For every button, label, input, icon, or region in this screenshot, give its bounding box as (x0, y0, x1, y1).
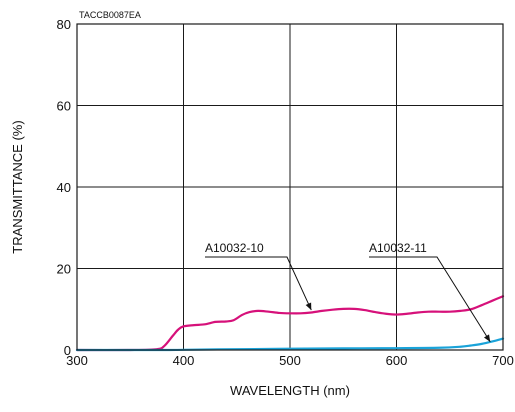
tick-labels: 300 400 500 600 700 0 20 40 60 80 (57, 17, 514, 368)
x-tick-label: 600 (386, 353, 408, 368)
annotation-arrowhead (305, 302, 312, 311)
series-label-a10032-11: A10032-11 (369, 241, 427, 255)
annotations: A10032-10 A10032-11 (205, 241, 491, 343)
series-line-a10032-10 (75, 295, 505, 352)
y-tick-label: 80 (57, 17, 71, 32)
series-label-a10032-10: A10032-10 (205, 241, 264, 255)
x-tick-label: 300 (66, 353, 88, 368)
figure-code-label: TACCB0087EA (79, 10, 141, 20)
y-tick-label: 20 (57, 262, 71, 277)
y-tick-label: 0 (64, 343, 71, 358)
annotation-leader-line (205, 256, 312, 311)
annotation-leader-line (369, 256, 491, 343)
grid (77, 24, 503, 350)
x-tick-label: 500 (279, 353, 301, 368)
y-tick-label: 60 (57, 99, 71, 114)
y-tick-label: 40 (57, 180, 71, 195)
x-tick-label: 400 (173, 353, 195, 368)
y-axis-title: TRANSMITTANCE (%) (10, 120, 25, 253)
annotation-arrowhead (483, 334, 491, 342)
x-axis-title: WAVELENGTH (nm) (230, 383, 350, 398)
plot-frame (76, 23, 504, 351)
x-tick-label: 700 (492, 353, 514, 368)
